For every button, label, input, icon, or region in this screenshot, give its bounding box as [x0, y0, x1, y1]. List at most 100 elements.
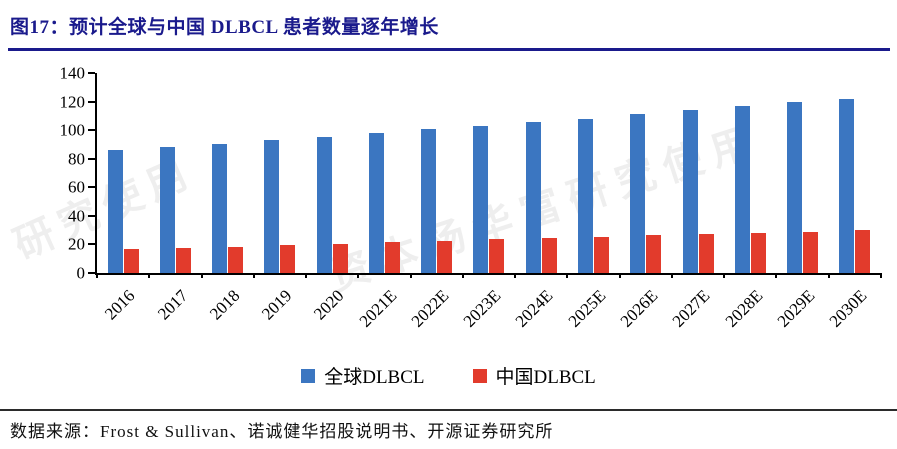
bar	[123, 248, 139, 273]
x-axis-label-2023E: 2023E	[459, 286, 505, 331]
bar	[159, 147, 175, 273]
x-tick	[670, 273, 673, 278]
x-axis-label-2022E: 2022E	[407, 286, 453, 331]
bar	[646, 235, 662, 273]
y-tick-label: 40	[68, 206, 85, 226]
legend-label: 中国DLBCL	[495, 367, 596, 388]
x-axis-label-2021E: 2021E	[355, 286, 401, 331]
y-tick	[88, 100, 95, 103]
bar	[594, 236, 610, 273]
bar	[107, 150, 123, 273]
x-axis-label-2024E: 2024E	[512, 286, 557, 331]
title-divider	[8, 48, 890, 51]
bar-group-2019	[254, 73, 306, 273]
x-axis-label-2019: 2019	[258, 286, 296, 324]
bar	[855, 230, 871, 273]
x-tick	[148, 273, 151, 278]
x-axis-label-2026E: 2026E	[616, 286, 662, 331]
bar-group-2030E	[829, 73, 881, 273]
data-source-note: 数据来源：Frost & Sullivan、诺诚健华招股说明书、开源证券研究所	[10, 422, 554, 441]
y-tick-label: 60	[68, 177, 85, 197]
bar	[750, 233, 766, 273]
bar	[489, 239, 505, 273]
bar	[228, 246, 244, 273]
bar-group-2027E	[672, 73, 724, 273]
x-axis-label-2017: 2017	[153, 286, 192, 324]
legend-swatch-icon	[472, 368, 487, 383]
x-axis-labels: 2016 2017 2018 2019 2020 2021E 2022E 2023E 2024E…	[95, 284, 879, 346]
y-tick-label: 20	[68, 234, 85, 254]
bar-group-2028E	[724, 73, 776, 273]
legend-swatch-icon	[301, 368, 316, 383]
x-tick	[618, 273, 621, 278]
x-tick	[880, 273, 882, 278]
bar-group-2026E	[620, 73, 672, 273]
y-tick	[88, 214, 95, 217]
legend-label: 全球DLBCL	[324, 367, 425, 388]
x-axis-label-2029E: 2029E	[773, 286, 819, 331]
x-axis-label-2030E: 2030E	[825, 286, 871, 331]
x-tick	[305, 273, 308, 278]
y-tick-label: 140	[59, 63, 86, 83]
bar-group-2017	[149, 73, 201, 273]
x-axis-label-2025E: 2025E	[564, 286, 610, 331]
bar	[698, 233, 714, 273]
bar	[384, 242, 400, 273]
y-tick	[88, 243, 95, 246]
x-tick	[827, 273, 830, 278]
bar	[682, 110, 698, 273]
x-tick	[566, 273, 569, 278]
x-tick	[252, 273, 255, 278]
x-axis-label-2016: 2016	[101, 286, 139, 324]
bar-group-2021E	[358, 73, 410, 273]
bar-group-2018	[202, 73, 254, 273]
bar	[316, 137, 332, 273]
x-axis-label-2028E: 2028E	[721, 286, 766, 331]
bar	[437, 240, 453, 273]
legend-item: 中国DLBCL	[472, 362, 596, 389]
x-tick	[357, 273, 360, 278]
bar	[332, 243, 348, 273]
chart-title: 图17：预计全球与中国 DLBCL 患者数量逐年增长	[10, 17, 439, 38]
bar-group-2016	[97, 73, 149, 273]
bar	[212, 144, 228, 273]
bar	[839, 98, 855, 273]
bar-group-2020	[306, 73, 358, 273]
bar	[175, 248, 191, 273]
bar	[473, 125, 489, 273]
y-tick-label: 0	[76, 263, 86, 283]
bar-series-container	[97, 73, 881, 273]
bar	[525, 121, 541, 273]
x-tick	[200, 273, 203, 278]
footer-divider	[0, 409, 897, 411]
bar	[578, 118, 594, 273]
plot-area: 0 20 40 60 80 100 120 140	[60, 65, 882, 282]
chart-legend: 全球DLBCL 中国DLBCL	[0, 362, 897, 389]
y-tick	[88, 72, 95, 74]
y-tick	[88, 157, 95, 160]
bar	[630, 114, 646, 273]
bar	[541, 238, 557, 273]
bar	[264, 140, 280, 273]
bar-group-2024E	[515, 73, 567, 273]
x-tick	[96, 273, 98, 278]
x-tick	[723, 273, 726, 278]
y-tick-label: 80	[68, 149, 85, 169]
bar	[787, 101, 803, 273]
bar-group-2023E	[463, 73, 515, 273]
x-tick	[514, 273, 517, 278]
x-tick	[409, 273, 412, 278]
x-axis-label-2020: 2020	[310, 286, 348, 324]
x-axis-label-2018: 2018	[205, 286, 244, 324]
x-tick	[461, 273, 464, 278]
y-tick	[88, 186, 95, 189]
bar	[368, 133, 384, 273]
bar	[421, 128, 437, 273]
y-tick	[88, 129, 95, 132]
x-axis-label-2027E: 2027E	[668, 286, 714, 331]
bar	[803, 231, 819, 273]
y-tick-label: 100	[59, 120, 86, 140]
legend-item: 全球DLBCL	[301, 362, 425, 389]
bar	[280, 245, 296, 273]
x-tick	[775, 273, 778, 278]
